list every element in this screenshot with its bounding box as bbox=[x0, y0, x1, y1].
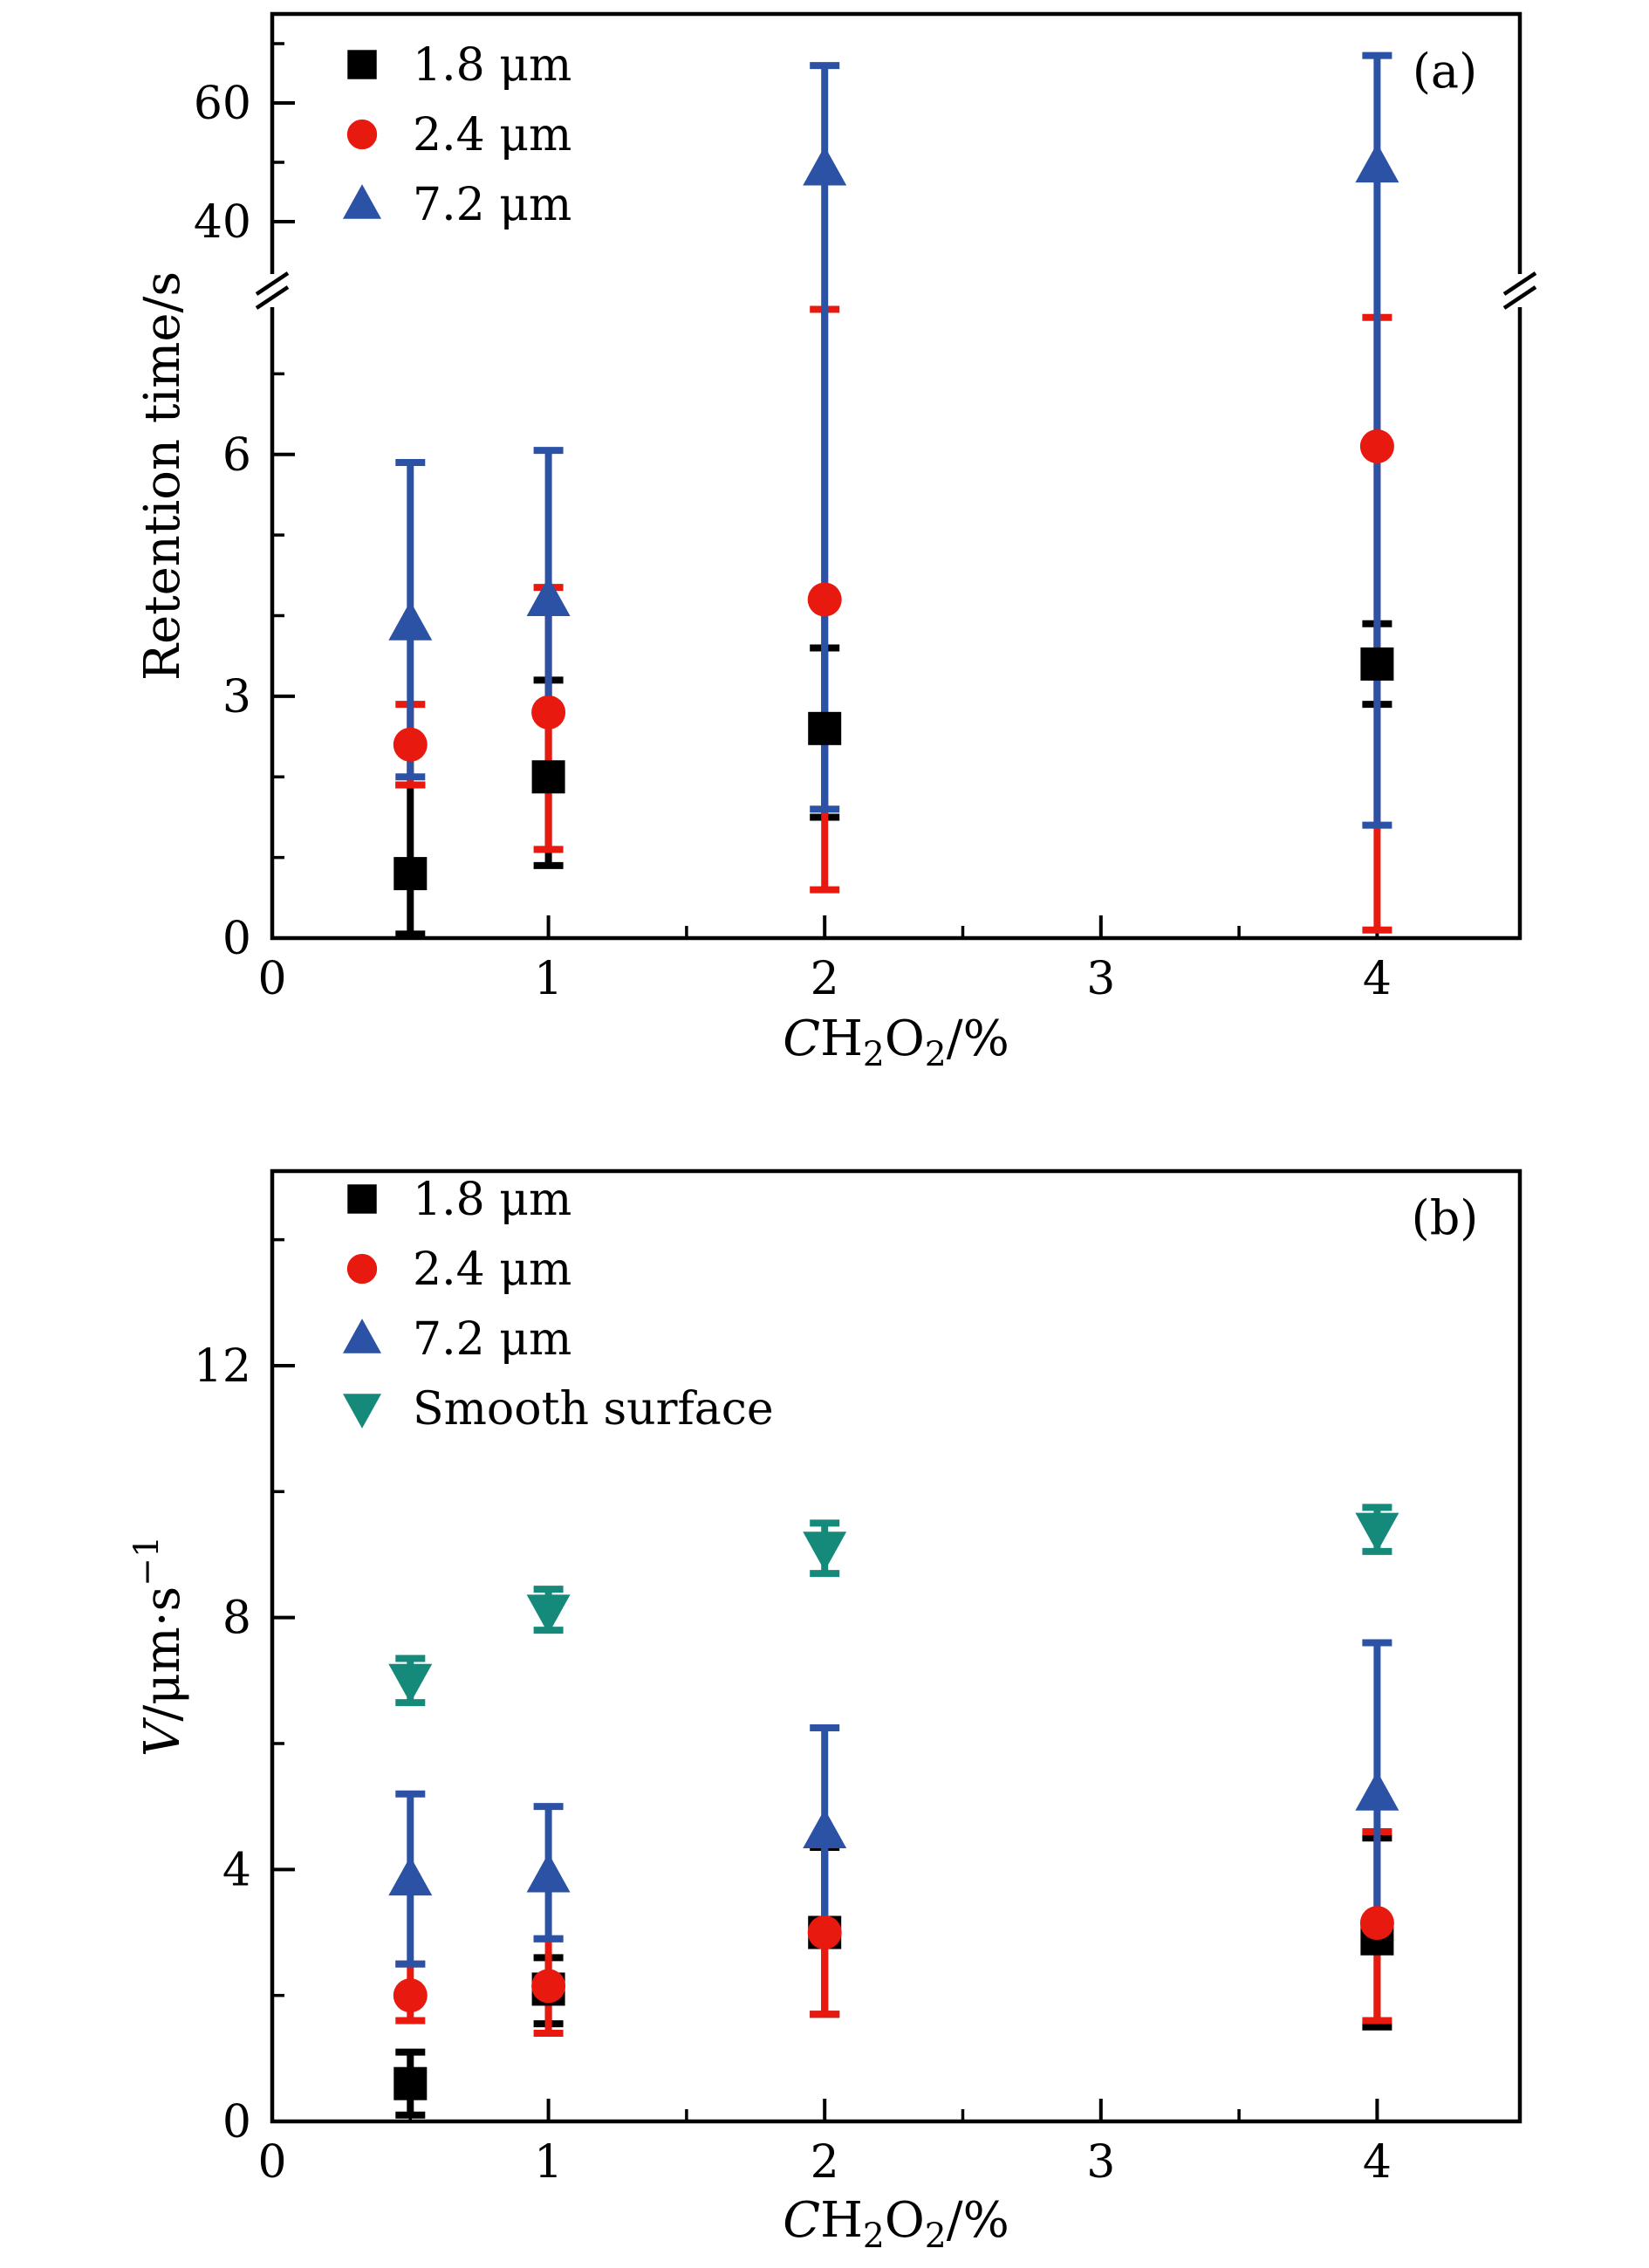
legend-marker-circle bbox=[346, 119, 378, 150]
legend-marker-triangle-down bbox=[343, 1394, 381, 1429]
data-point bbox=[393, 1978, 428, 2013]
data-point bbox=[803, 1809, 847, 1849]
axes-box bbox=[270, 11, 1522, 941]
y-tick-label: 3 bbox=[222, 671, 251, 723]
y-axis: 0 3 6 40 60 bbox=[194, 42, 295, 965]
data-point bbox=[807, 1915, 842, 1949]
legend-marker-triangle-up bbox=[343, 184, 381, 219]
data-point bbox=[531, 1969, 566, 2004]
y-axis-label: Retention time/s bbox=[134, 271, 191, 681]
legend-label: 7.2 μm bbox=[413, 1313, 571, 1366]
data-point bbox=[1359, 1906, 1394, 1941]
x-tick-label: 4 bbox=[1363, 2136, 1392, 2189]
x-axis: 0 1 2 3 4 bbox=[257, 2099, 1392, 2189]
data-point bbox=[526, 1594, 571, 1634]
legend-label: 1.8 μm bbox=[413, 39, 571, 92]
axes-box bbox=[270, 1168, 1522, 2124]
axis-break-mark bbox=[255, 271, 290, 296]
legend-marker-triangle-up bbox=[343, 1319, 381, 1353]
y-tick-label: 0 bbox=[222, 2096, 251, 2148]
legend: 1.8 μm 2.4 μm 7.2 μm bbox=[343, 39, 571, 231]
series-2.4 μm bbox=[393, 1906, 1394, 2013]
y-tick-label: 6 bbox=[222, 429, 251, 482]
legend-marker-circle bbox=[346, 1253, 378, 1285]
axis-break-mark bbox=[1502, 285, 1537, 310]
x-tick-label: 4 bbox=[1363, 953, 1392, 1005]
y-axis-label: V/μm·s−1 bbox=[127, 1536, 191, 1757]
data-point bbox=[1355, 1512, 1399, 1552]
error-bars-7.2 μm bbox=[395, 1639, 1392, 1968]
series-7.2 μm bbox=[388, 1771, 1399, 1896]
x-tick-label: 0 bbox=[257, 2136, 286, 2189]
data-point bbox=[531, 695, 566, 730]
axis-break-mark bbox=[255, 285, 290, 310]
data-point bbox=[803, 1531, 847, 1572]
series-1.8 μm bbox=[393, 1915, 1394, 2100]
legend-label: 1.8 μm bbox=[413, 1174, 571, 1226]
y-tick-label: 8 bbox=[222, 1593, 251, 1645]
x-axis-label: CH2O2/% bbox=[783, 1011, 1009, 1074]
x-axis: 0 1 2 3 4 bbox=[257, 915, 1392, 1005]
y-tick-label: 12 bbox=[194, 1340, 251, 1393]
x-tick-label: 1 bbox=[534, 953, 563, 1005]
series-2.4 μm bbox=[393, 429, 1394, 762]
data-point bbox=[808, 711, 842, 745]
y-axis: 0 4 8 12 bbox=[194, 1237, 295, 2148]
panel-label: (b) bbox=[1412, 1190, 1479, 1245]
data-point bbox=[1360, 647, 1394, 681]
data-point bbox=[807, 582, 842, 617]
x-tick-label: 3 bbox=[1086, 953, 1115, 1005]
data-point bbox=[526, 577, 571, 617]
y-tick-label: 0 bbox=[222, 913, 251, 965]
data-point bbox=[803, 146, 847, 186]
data-point bbox=[1355, 143, 1399, 183]
data-point bbox=[393, 857, 428, 891]
x-tick-label: 2 bbox=[811, 2136, 839, 2189]
legend: 1.8 μm 2.4 μm 7.2 μm Smooth surface bbox=[343, 1174, 774, 1435]
y-tick-label: 40 bbox=[194, 196, 251, 249]
data-point bbox=[388, 600, 433, 641]
data-point bbox=[393, 727, 428, 762]
y-tick-label: 60 bbox=[194, 78, 251, 130]
series-1.8 μm bbox=[393, 647, 1394, 891]
data-point bbox=[388, 1856, 433, 1896]
y-tick-label: 4 bbox=[222, 1844, 251, 1896]
data-point bbox=[1359, 429, 1394, 464]
series-Smooth surface bbox=[388, 1512, 1399, 1703]
legend-marker-square bbox=[347, 1184, 377, 1214]
data-point bbox=[393, 2066, 428, 2100]
data-point bbox=[388, 1663, 433, 1703]
legend-label: Smooth surface bbox=[413, 1383, 774, 1435]
x-axis-label: CH2O2/% bbox=[783, 2192, 1009, 2256]
data-point bbox=[531, 760, 565, 794]
x-tick-label: 2 bbox=[811, 953, 839, 1005]
x-tick-label: 3 bbox=[1086, 2136, 1115, 2189]
panel-label: (a) bbox=[1413, 44, 1477, 99]
legend-label: 2.4 μm bbox=[413, 109, 571, 161]
data-point bbox=[526, 1853, 571, 1893]
axis-break-mark bbox=[1502, 271, 1537, 296]
legend-marker-square bbox=[347, 50, 377, 79]
data-point bbox=[1355, 1771, 1399, 1811]
x-tick-label: 0 bbox=[257, 953, 286, 1005]
legend-label: 7.2 μm bbox=[413, 179, 571, 231]
x-tick-label: 1 bbox=[534, 2136, 563, 2189]
legend-label: 2.4 μm bbox=[413, 1244, 571, 1296]
series-7.2 μm bbox=[388, 143, 1399, 641]
